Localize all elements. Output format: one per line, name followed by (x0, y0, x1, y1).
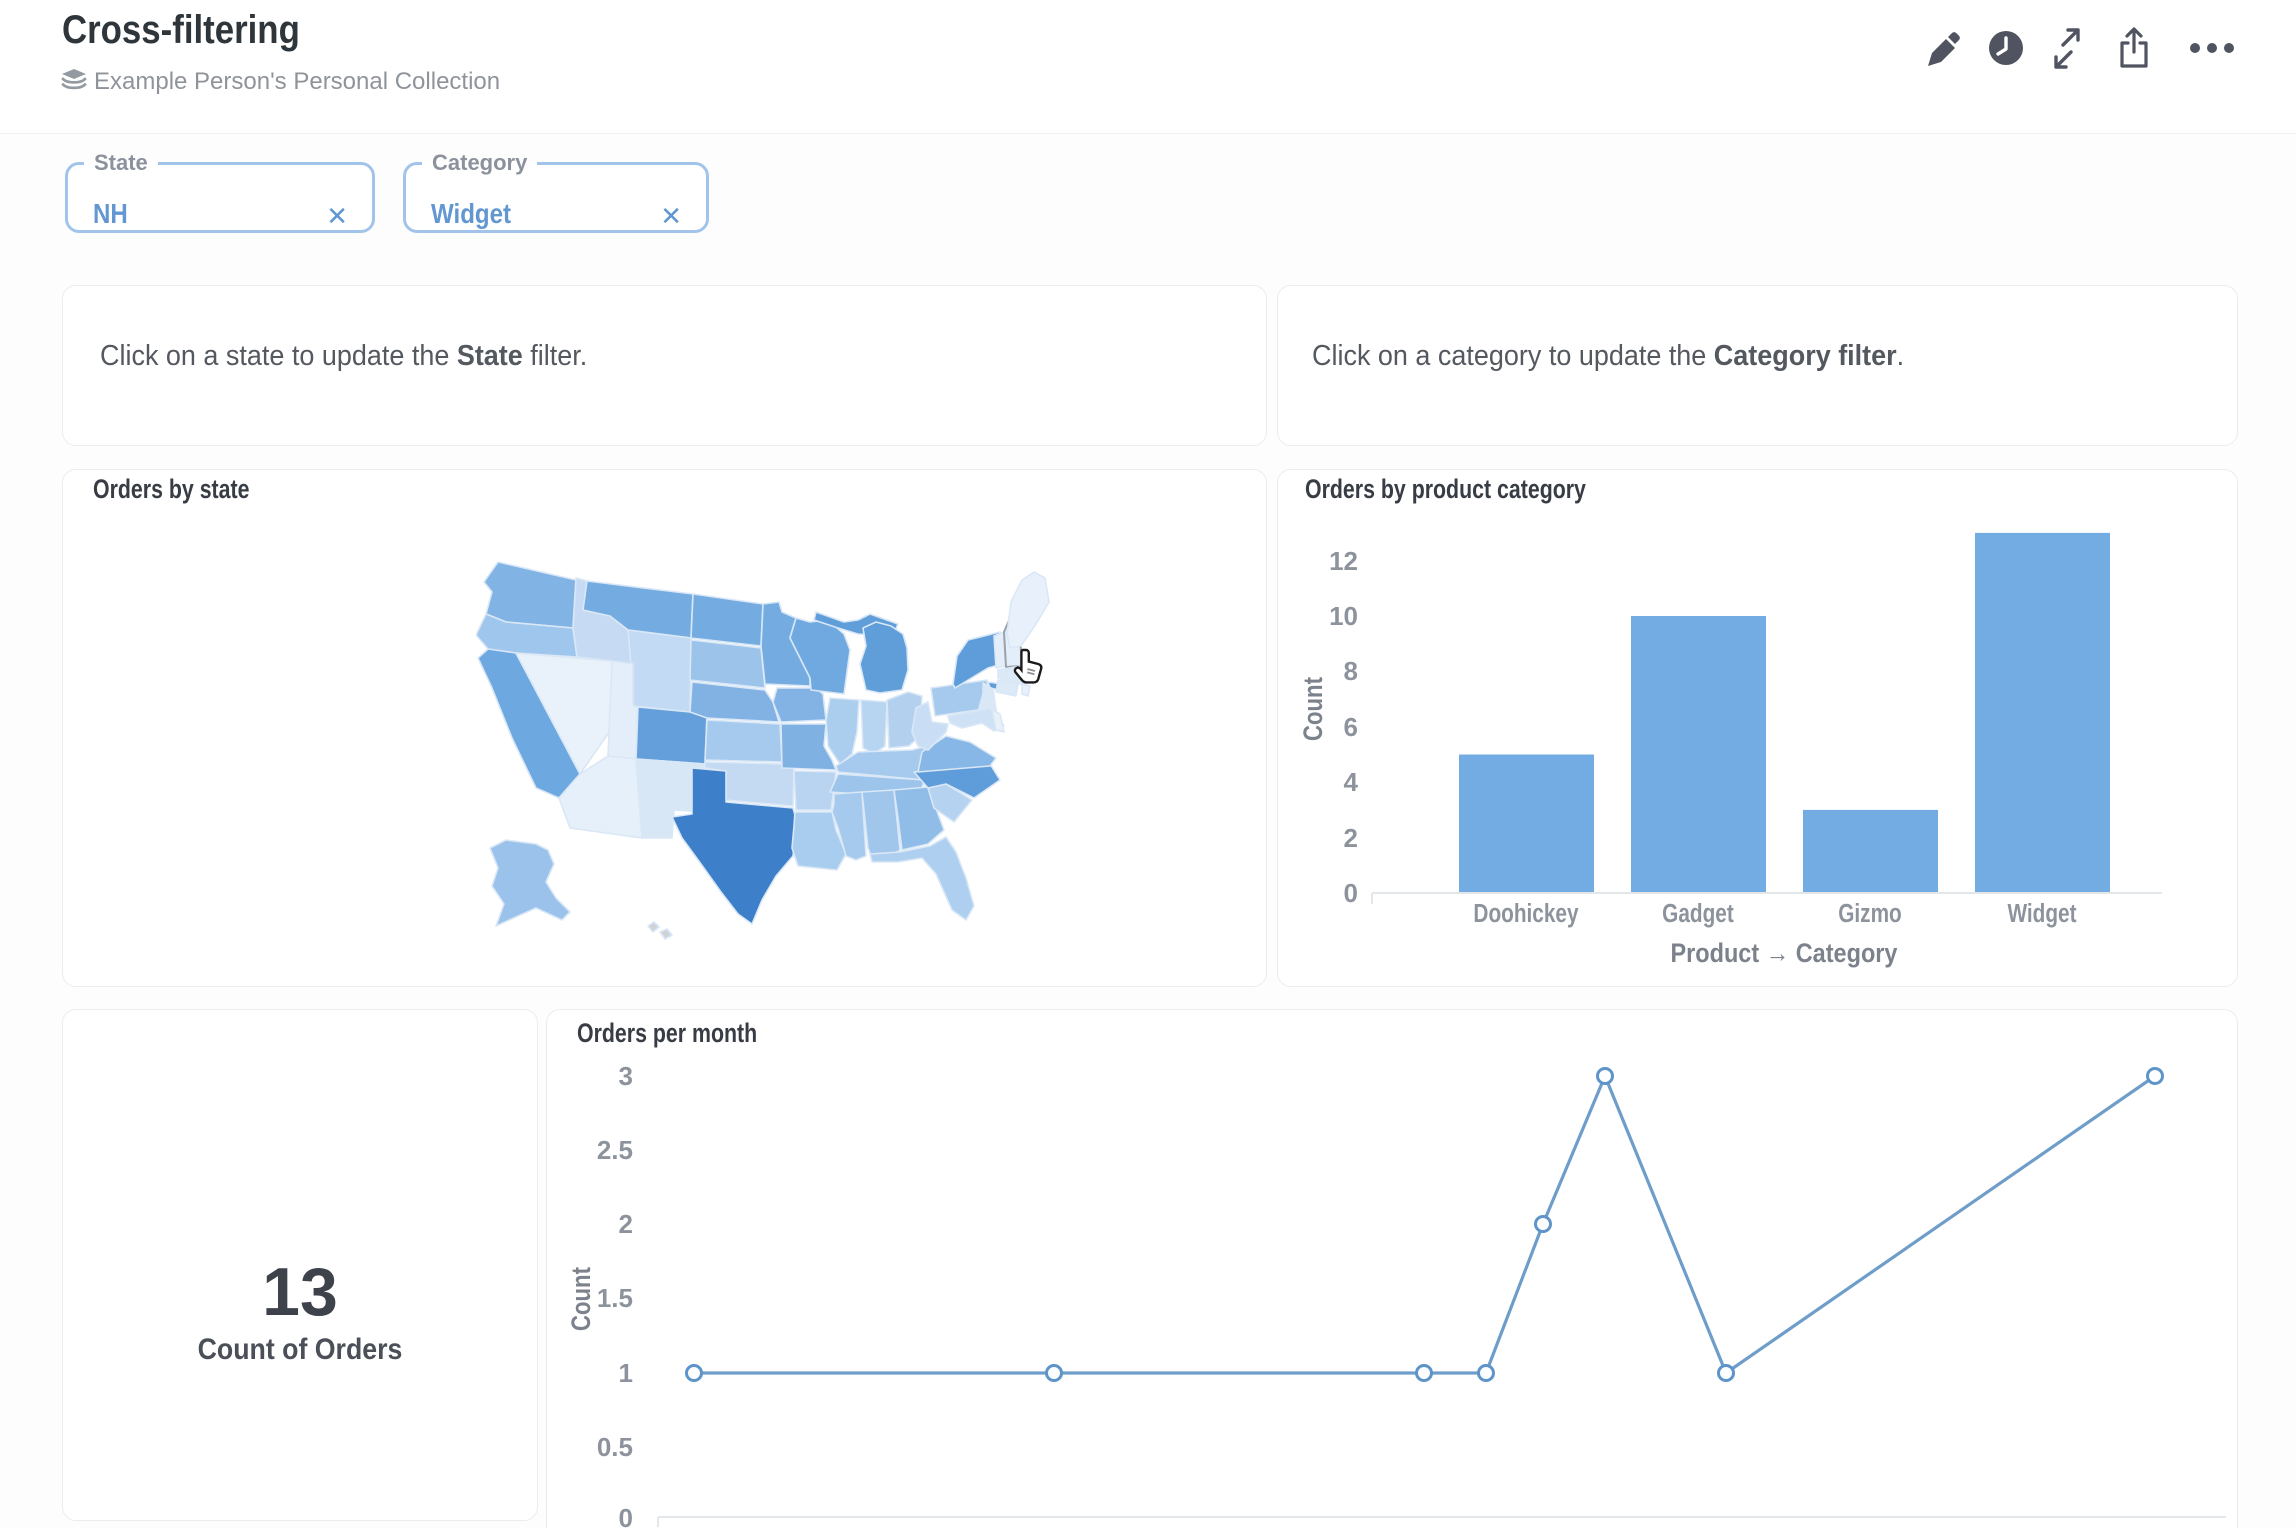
svg-text:2.5: 2.5 (597, 1135, 633, 1165)
svg-text:1.5: 1.5 (597, 1283, 633, 1313)
svg-text:Gizmo: Gizmo (1838, 899, 1902, 928)
svg-text:3: 3 (619, 1061, 633, 1091)
svg-text:Example Person's Personal Coll: Example Person's Personal Collection (94, 68, 500, 95)
svg-text:12: 12 (1329, 546, 1358, 576)
svg-text:Doohickey: Doohickey (1473, 899, 1578, 928)
svg-text:10: 10 (1329, 601, 1358, 631)
svg-text:6: 6 (1344, 712, 1358, 742)
svg-text:Count: Count (567, 1267, 597, 1331)
svg-text:Gadget: Gadget (1662, 899, 1734, 928)
svg-text:Widget: Widget (2007, 899, 2076, 928)
svg-text:Product → Category: Product → Category (1670, 939, 1897, 969)
svg-text:0.5: 0.5 (597, 1432, 633, 1462)
svg-text:8: 8 (1344, 656, 1358, 686)
svg-text:0: 0 (619, 1503, 633, 1528)
svg-text:1: 1 (619, 1358, 633, 1388)
svg-text:Count: Count (1299, 677, 1329, 741)
svg-text:2: 2 (1344, 823, 1358, 853)
svg-text:2: 2 (619, 1209, 633, 1239)
svg-text:0: 0 (1344, 878, 1358, 908)
svg-text:4: 4 (1344, 767, 1359, 797)
